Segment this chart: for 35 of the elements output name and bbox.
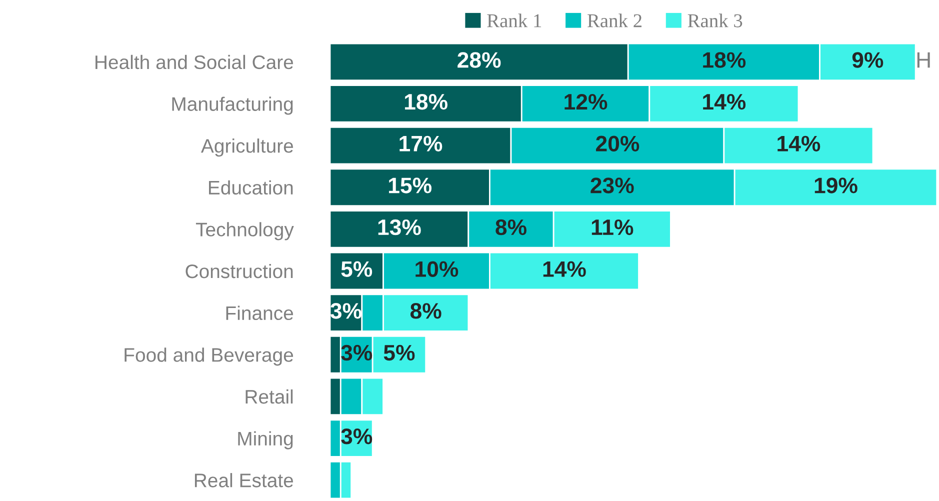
data-label: 17% bbox=[400, 136, 442, 152]
legend-label: Rank 3 bbox=[688, 14, 742, 28]
data-label: 8% bbox=[496, 219, 526, 236]
data-label: 8% bbox=[410, 303, 442, 319]
legend-label: Rank 2 bbox=[587, 14, 642, 28]
data-label: 11% bbox=[592, 219, 634, 236]
annotation: H bbox=[917, 52, 930, 68]
data-label: 15% bbox=[389, 178, 432, 194]
y-tick-label: Retail bbox=[246, 389, 293, 404]
data-label: 9% bbox=[852, 52, 884, 68]
y-tick-label: Construction bbox=[186, 264, 293, 278]
data-label: 12% bbox=[564, 94, 608, 110]
data-label: 23% bbox=[590, 178, 634, 194]
y-tick-label: Health and Social Care bbox=[96, 54, 294, 70]
data-label: 10% bbox=[416, 261, 458, 277]
data-label: 13% bbox=[378, 219, 421, 236]
data-label: 5% bbox=[341, 261, 372, 277]
y-tick-label: Manufacturing bbox=[172, 96, 293, 115]
data-label: 19% bbox=[814, 178, 858, 194]
legend-label: Rank 1 bbox=[487, 14, 542, 28]
data-label: 5% bbox=[384, 344, 415, 361]
y-tick-label: Technology bbox=[196, 222, 294, 240]
y-tick-label: Finance bbox=[226, 306, 294, 320]
y-tick-label: Education bbox=[209, 180, 293, 195]
data-label: 28% bbox=[458, 52, 501, 68]
data-label: 14% bbox=[543, 261, 586, 277]
data-label: 20% bbox=[596, 136, 640, 152]
data-label: 18% bbox=[404, 94, 448, 110]
data-label: 18% bbox=[703, 52, 746, 68]
data-label: 14% bbox=[778, 136, 820, 152]
y-tick-label: Food and Beverage bbox=[124, 348, 294, 366]
y-tick-label: Agriculture bbox=[200, 138, 294, 157]
y-tick-label: Real Estate bbox=[194, 473, 294, 488]
data-label: 14% bbox=[703, 94, 746, 110]
y-tick-label: Mining bbox=[238, 431, 293, 450]
